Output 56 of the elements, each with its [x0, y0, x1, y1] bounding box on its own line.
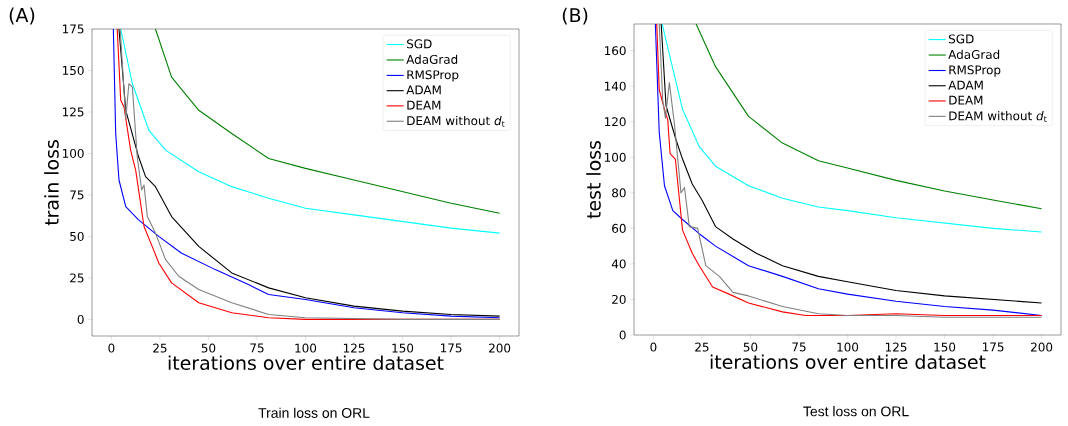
legend-label: RMSProp	[949, 65, 1001, 77]
x-tick-label: 150	[392, 343, 414, 353]
x-tick-label: 0	[108, 343, 115, 353]
y-tick-label: 100	[62, 148, 84, 158]
legend-label: DEAM	[949, 95, 983, 105]
y-tick-label: 160	[604, 46, 626, 56]
text: Train loss on ORL	[258, 407, 370, 418]
legend-label: DEAM	[407, 100, 441, 110]
x-tick-label: 175	[440, 343, 462, 353]
legend-label: AdaGrad	[406, 54, 458, 64]
x-tick-label: 125	[885, 342, 907, 352]
x-tick-label: 75	[792, 342, 806, 352]
y-tick-label: 100	[604, 152, 626, 162]
legend-label: RMSProp	[407, 70, 459, 82]
chart-title: (A)	[9, 7, 35, 25]
x-tick-label: 25	[153, 343, 167, 353]
y-tick-label: 50	[70, 231, 84, 241]
x-axis-title: iterations over entire dataset	[710, 354, 986, 370]
legend-label: ADAM	[406, 85, 441, 95]
y-tick-label: 40	[611, 259, 626, 269]
x-tick-label: 75	[250, 343, 264, 353]
legend-label: DEAM without d$_{t}$	[949, 111, 1047, 122]
y-tick-label: 125	[62, 107, 84, 117]
legend-label: DEAM without d$_{t}$	[407, 115, 505, 127]
y-tick-label: 60	[612, 223, 626, 233]
y-axis-title: train loss	[44, 140, 59, 226]
x-tick-label: 50	[743, 342, 758, 352]
legend-label: AdaGrad	[948, 49, 1000, 60]
x-tick-label: 25	[695, 342, 709, 352]
y-tick-label: 120	[604, 117, 626, 127]
line-series	[695, 24, 1043, 210]
chart-title: (B)	[562, 7, 588, 25]
x-tick-label: 0	[650, 342, 657, 352]
y-tick-label: 20	[612, 294, 626, 304]
x-tick-label: 200	[489, 343, 511, 353]
y-tick-label: 75	[70, 190, 84, 200]
y-tick-label: 25	[70, 273, 84, 283]
y-tick-label: 175	[62, 24, 84, 34]
x-tick-label: 150	[934, 342, 956, 352]
x-axis-title: iterations over entire dataset	[168, 355, 444, 371]
y-tick-label: 150	[62, 65, 84, 76]
y-axis-title: test loss	[586, 140, 601, 219]
x-tick-label: 175	[982, 342, 1004, 352]
y-tick-label: 0	[77, 314, 84, 324]
y-tick-label: 0	[619, 330, 626, 340]
x-tick-label: 125	[343, 343, 365, 353]
text: Test loss on ORL	[803, 406, 909, 417]
y-tick-label: 140	[604, 81, 626, 91]
x-tick-label: 50	[201, 343, 216, 353]
legend-label: SGD	[407, 39, 432, 49]
x-tick-label: 100	[295, 343, 317, 353]
x-tick-label: 200	[1031, 342, 1053, 352]
legend-label: ADAM	[948, 80, 983, 90]
y-tick-label: 80	[612, 188, 626, 198]
legend-label: SGD	[949, 34, 974, 44]
x-tick-label: 100	[837, 342, 859, 352]
